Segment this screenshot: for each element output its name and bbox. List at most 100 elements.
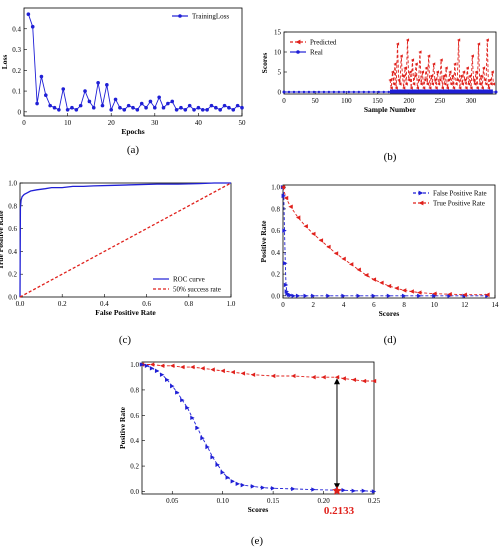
data-point bbox=[288, 204, 293, 209]
y-tick-label: 0.8 bbox=[271, 205, 280, 213]
y-tick-label: 0.4 bbox=[130, 437, 139, 445]
data-point bbox=[185, 405, 190, 410]
data-point bbox=[352, 90, 356, 94]
x-axis-label: Scores bbox=[248, 505, 269, 514]
x-tick-label: 0 bbox=[22, 119, 26, 127]
data-point bbox=[432, 62, 436, 66]
x-tick-label: 200 bbox=[403, 97, 414, 105]
data-point bbox=[303, 293, 308, 299]
data-point bbox=[235, 103, 240, 108]
x-tick-label: 100 bbox=[341, 97, 352, 105]
data-point bbox=[448, 70, 452, 74]
data-point bbox=[292, 90, 296, 94]
data-point bbox=[443, 82, 447, 86]
series-true-positive-rate bbox=[280, 184, 490, 297]
data-point bbox=[61, 87, 66, 91]
x-tick-label: 20 bbox=[108, 119, 116, 127]
data-point bbox=[348, 262, 354, 267]
legend-label: True Positive Rate bbox=[433, 200, 485, 208]
legend-marker bbox=[418, 190, 424, 196]
data-point bbox=[44, 93, 48, 98]
data-point bbox=[488, 78, 492, 82]
data-point bbox=[463, 78, 467, 82]
data-point bbox=[48, 103, 52, 108]
data-point bbox=[180, 364, 185, 370]
data-point bbox=[159, 363, 165, 369]
panel-caption: (d) bbox=[384, 334, 397, 346]
data-point bbox=[386, 283, 392, 289]
data-point bbox=[402, 86, 406, 90]
data-point bbox=[417, 78, 421, 82]
data-point bbox=[35, 101, 39, 106]
y-tick-label: 1.0 bbox=[8, 180, 17, 188]
data-point bbox=[377, 90, 380, 94]
x-tick-label: 0 bbox=[282, 97, 286, 105]
data-point bbox=[491, 82, 496, 86]
threshold-star bbox=[332, 485, 342, 495]
data-point bbox=[291, 293, 296, 299]
data-point bbox=[209, 103, 214, 108]
data-point bbox=[341, 487, 346, 493]
data-point bbox=[449, 82, 453, 86]
legend-label: TrainingLoss bbox=[192, 13, 229, 21]
data-point bbox=[422, 86, 426, 90]
data-point bbox=[372, 90, 375, 94]
threshold-label: 0.2133 bbox=[324, 505, 355, 517]
data-point bbox=[434, 86, 438, 90]
data-point bbox=[311, 487, 316, 492]
x-tick-label: 300 bbox=[466, 97, 477, 105]
series-s1 bbox=[139, 362, 377, 494]
data-point bbox=[297, 90, 301, 94]
data-point bbox=[382, 90, 385, 94]
data-point bbox=[371, 489, 377, 494]
data-point bbox=[288, 293, 293, 298]
data-point bbox=[481, 66, 486, 70]
plot-frame bbox=[141, 361, 375, 495]
data-point bbox=[220, 368, 225, 374]
y-axis-label: Positive Rate bbox=[259, 220, 268, 263]
data-point bbox=[230, 369, 235, 375]
panel-caption: (b) bbox=[384, 151, 397, 163]
legend-label: False Positive Rate bbox=[433, 190, 487, 198]
data-point bbox=[478, 82, 482, 86]
arrow-head-up bbox=[333, 378, 340, 385]
x-tick-label: 8 bbox=[402, 301, 406, 309]
series-line bbox=[282, 187, 488, 297]
data-point bbox=[149, 362, 155, 367]
data-point bbox=[282, 228, 287, 233]
x-tick-label: 0.20 bbox=[317, 497, 330, 505]
series-roc-curve bbox=[19, 182, 231, 298]
x-tick-label: 30 bbox=[151, 119, 159, 127]
plot-frame bbox=[23, 7, 243, 117]
data-point bbox=[462, 292, 467, 297]
x-tick-label: 0.4 bbox=[100, 300, 109, 308]
data-point bbox=[387, 90, 390, 94]
data-point bbox=[456, 38, 461, 42]
data-point bbox=[470, 54, 474, 58]
data-point bbox=[291, 486, 296, 492]
panel-caption: (e) bbox=[251, 535, 264, 547]
data-point bbox=[334, 375, 340, 380]
data-point bbox=[250, 372, 256, 377]
data-point bbox=[148, 99, 153, 104]
chart-panel-e: 0.05 0.10 0.15 0.20 0.25 0.0 0.2 0.4 0.6 0.8 1.0 Sc… bbox=[118, 361, 381, 547]
data-point bbox=[459, 74, 463, 78]
data-point bbox=[397, 78, 401, 82]
chart-panel-c: 0.0 0.2 0.4 0.6 0.8 1.0 0.0 0.2 0.4 0.6 0.8 1.0 Fals… bbox=[0, 180, 236, 347]
data-point bbox=[170, 99, 175, 104]
data-point bbox=[494, 90, 498, 94]
data-point bbox=[461, 70, 466, 74]
data-point bbox=[415, 86, 420, 90]
data-point bbox=[78, 103, 83, 108]
data-point bbox=[357, 90, 361, 94]
data-point bbox=[483, 78, 487, 82]
data-point bbox=[489, 82, 493, 86]
x-tick-label: 0.6 bbox=[142, 300, 151, 308]
data-point bbox=[187, 103, 192, 108]
data-point bbox=[57, 107, 61, 112]
data-point bbox=[91, 105, 96, 110]
data-point bbox=[220, 470, 225, 475]
data-point bbox=[183, 107, 188, 112]
data-point bbox=[379, 280, 384, 285]
